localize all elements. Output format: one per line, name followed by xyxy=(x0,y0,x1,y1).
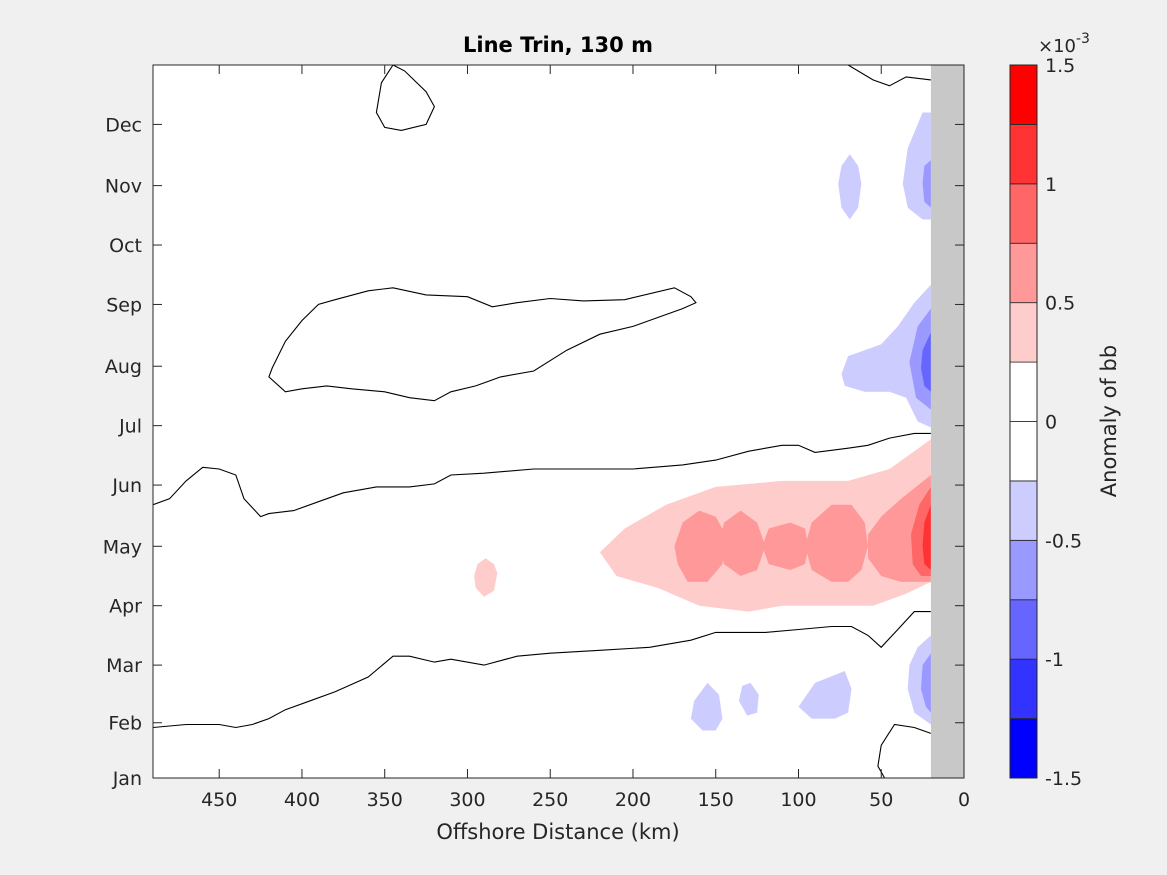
colorbar-segment xyxy=(1009,480,1038,541)
x-tick-label: 0 xyxy=(958,789,970,811)
x-tick-label: 300 xyxy=(449,789,485,811)
region-red-may-blob-4 xyxy=(805,504,868,582)
colorbar-segment xyxy=(1009,302,1038,363)
colorbar-tick-label: 0.5 xyxy=(1045,293,1075,315)
x-tick-label: 400 xyxy=(284,789,320,811)
region-blue-nov-core xyxy=(922,160,931,208)
colorbar-segment xyxy=(1009,183,1038,244)
region-red-may-blob-1 xyxy=(674,510,726,582)
colorbar-ticks: 1.5 1 0.5 0 -0.5 -1 -1.5 xyxy=(1045,55,1082,790)
filled-contours xyxy=(474,112,931,731)
x-tick-label: 200 xyxy=(615,789,651,811)
colorbar-label: Anomaly of bb xyxy=(1097,345,1121,497)
y-tick-label: May xyxy=(103,536,142,558)
y-tick-label: Nov xyxy=(105,176,142,198)
colorbar-frame xyxy=(1009,64,1038,779)
region-blue-aug-core xyxy=(921,332,931,392)
y-tick-label: Jun xyxy=(111,475,142,497)
y-tick-label: Feb xyxy=(108,713,142,735)
region-red-apr-small xyxy=(474,558,498,597)
colorbar-tick-label: 1 xyxy=(1045,174,1057,196)
colorbar-exponent-base: ×10 xyxy=(1038,36,1076,57)
colorbar-segment xyxy=(1009,718,1038,779)
x-tick-label: 250 xyxy=(532,789,568,811)
region-blue-feb-2 xyxy=(738,682,759,716)
colorbar xyxy=(1009,64,1038,779)
colorbar-tick-label: -0.5 xyxy=(1045,530,1082,552)
region-red-may-core xyxy=(922,504,931,570)
x-tick-label: 450 xyxy=(201,789,237,811)
region-blue-mar-core xyxy=(921,653,931,713)
contour-zero-contour-dec-loop xyxy=(375,65,436,131)
y-tick-labels: Jan Feb Mar Apr May Jun Jul Aug Sep Oct Nov Dec xyxy=(103,114,142,790)
y-tick-label: Apr xyxy=(109,596,142,618)
region-blue-feb-3 xyxy=(798,671,852,719)
plot-frame xyxy=(152,64,965,779)
x-axis-label: Offshore Distance (km) xyxy=(436,820,679,844)
colorbar-segment xyxy=(1009,539,1038,601)
region-blue-feb-1 xyxy=(690,682,723,731)
colorbar-segment xyxy=(1009,599,1038,660)
region-red-may-blob-2 xyxy=(719,510,766,576)
y-tick-label: Dec xyxy=(105,114,142,136)
colorbar-tick-label: 0 xyxy=(1045,412,1057,434)
contour-zero-contour-top-right xyxy=(847,65,931,87)
y-tick-label: Jan xyxy=(112,768,142,790)
x-tick-label: 150 xyxy=(698,789,734,811)
colorbar-exponent: ×10-3 xyxy=(1038,31,1090,57)
region-blue-nov-small xyxy=(838,154,862,220)
region-blue-aug-outer xyxy=(841,284,931,428)
colorbar-segment xyxy=(1009,658,1038,719)
x-tick-labels: 450 400 350 300 250 200 150 100 50 0 xyxy=(201,789,970,811)
x-tick-label: 350 xyxy=(367,789,403,811)
y-tick-label: Aug xyxy=(105,356,142,378)
contour-zero-contour-bottom-right xyxy=(877,723,932,778)
x-tick-label: 50 xyxy=(869,789,893,811)
plot-area xyxy=(153,65,964,778)
x-tick-label: 100 xyxy=(780,789,816,811)
y-tick-label: Jul xyxy=(118,416,142,438)
y-tick-label: Oct xyxy=(109,235,142,257)
colorbar-tick-label: -1 xyxy=(1045,649,1064,671)
colorbar-segment xyxy=(1009,421,1038,482)
colorbar-exponent-power: -3 xyxy=(1076,31,1090,47)
contour-zero-contour-aug-sep-loop xyxy=(268,287,697,402)
colorbar-segment xyxy=(1009,124,1038,185)
y-tick-label: Sep xyxy=(106,294,142,316)
y-tick-label: Mar xyxy=(106,655,142,677)
zero-contour-lines xyxy=(153,65,932,778)
colorbar-tick-label: 1.5 xyxy=(1045,55,1075,77)
region-red-may-blob-3 xyxy=(762,522,809,570)
contour-zero-contour-upper xyxy=(153,432,931,518)
contour-zero-contour-lower xyxy=(153,611,931,729)
colorbar-segment xyxy=(1009,242,1038,304)
chart-title: Line Trin, 130 m xyxy=(463,33,653,57)
colorbar-segment xyxy=(1009,361,1038,422)
colorbar-segment xyxy=(1009,64,1038,125)
colorbar-tick-label: -1.5 xyxy=(1045,768,1082,790)
land-mask xyxy=(930,65,964,778)
